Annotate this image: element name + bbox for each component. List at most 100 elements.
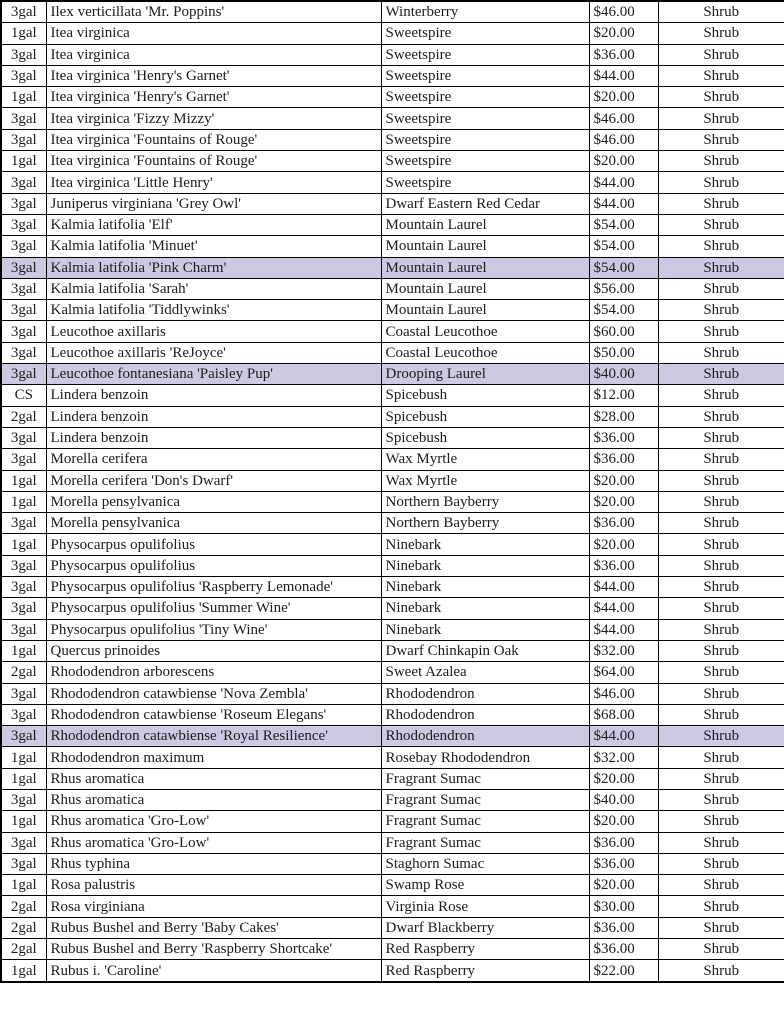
table-row: 3gal Kalmia latifolia 'Minuet' Mountain La… [0, 235, 784, 258]
cell-plant-type: Shrub [657, 107, 784, 130]
table-row: 3gal Itea virginica 'Fizzy Mizzy' Sweetspi… [0, 107, 784, 130]
cell-price: $32.00 [588, 746, 659, 769]
cell-container-size: 3gal [0, 788, 47, 812]
table-row: 3gal Physocarpus opulifolius Ninebark $36.0… [0, 554, 784, 578]
cell-botanical-name: Itea virginica 'Henry's Garnet' [45, 86, 382, 109]
cell-common-name: Mountain Laurel [380, 299, 590, 322]
cell-price: $40.00 [588, 788, 659, 812]
cell-common-name: Sweet Azalea [380, 661, 590, 684]
cell-price: $46.00 [588, 128, 659, 152]
cell-container-size: 3gal [0, 576, 47, 599]
cell-common-name: Fragrant Sumac [380, 788, 590, 812]
cell-common-name: Sweetspire [380, 150, 590, 173]
cell-price: $36.00 [588, 916, 659, 940]
cell-price: $44.00 [588, 171, 659, 194]
cell-common-name: Fragrant Sumac [380, 767, 590, 790]
cell-botanical-name: Itea virginica 'Fountains of Rouge' [45, 128, 382, 152]
cell-botanical-name: Rosa virginiana [45, 895, 382, 918]
table-row: 1gal Physocarpus opulifolius Ninebark $20.0… [0, 533, 784, 556]
cell-container-size: 1gal [0, 746, 47, 769]
cell-container-size: 1gal [0, 469, 47, 492]
cell-price: $46.00 [588, 682, 659, 705]
cell-price: $20.00 [588, 22, 659, 45]
table-row: 3gal Itea virginica 'Little Henry' Sweetsp… [0, 171, 784, 194]
cell-common-name: Winterberry [380, 0, 590, 24]
cell-price: $20.00 [588, 490, 659, 514]
table-row: 1gal Morella cerifera 'Don's Dwarf' Wax My… [0, 469, 784, 492]
cell-container-size: 3gal [0, 448, 47, 471]
cell-container-size: 3gal [0, 512, 47, 535]
cell-common-name: Mountain Laurel [380, 256, 590, 279]
cell-botanical-name: Kalmia latifolia 'Elf' [45, 213, 382, 237]
cell-plant-type: Shrub [657, 767, 784, 790]
table-row: CS Lindera benzoin Spicebush $12.00 Shrub [0, 384, 784, 407]
cell-common-name: Wax Myrtle [380, 448, 590, 471]
cell-common-name: Fragrant Sumac [380, 810, 590, 833]
cell-container-size: 3gal [0, 682, 47, 705]
cell-plant-type: Shrub [657, 299, 784, 322]
table-row: 1gal Rosa palustris Swamp Rose $20.00 Shrub [0, 874, 784, 897]
cell-common-name: Ninebark [380, 576, 590, 599]
cell-botanical-name: Itea virginica 'Fizzy Mizzy' [45, 107, 382, 130]
cell-plant-type: Shrub [657, 426, 784, 450]
cell-price: $20.00 [588, 810, 659, 833]
cell-plant-type: Shrub [657, 554, 784, 578]
cell-plant-type: Shrub [657, 746, 784, 769]
cell-container-size: 1gal [0, 490, 47, 514]
table-row: 3gal Rhododendron catawbiense 'Nova Zembl… [0, 682, 784, 705]
cell-common-name: Swamp Rose [380, 874, 590, 897]
cell-plant-type: Shrub [657, 0, 784, 24]
cell-plant-type: Shrub [657, 171, 784, 194]
cell-container-size: 3gal [0, 597, 47, 620]
cell-price: $46.00 [588, 107, 659, 130]
cell-container-size: CS [0, 384, 47, 407]
cell-common-name: Staghorn Sumac [380, 852, 590, 876]
cell-common-name: Coastal Leucothoe [380, 341, 590, 365]
cell-common-name: Dwarf Eastern Red Cedar [380, 192, 590, 215]
cell-price: $60.00 [588, 320, 659, 343]
cell-container-size: 1gal [0, 639, 47, 663]
cell-botanical-name: Rhus typhina [45, 852, 382, 876]
cell-price: $32.00 [588, 639, 659, 663]
cell-botanical-name: Lindera benzoin [45, 384, 382, 407]
cell-botanical-name: Physocarpus opulifolius 'Tiny Wine' [45, 618, 382, 641]
cell-plant-type: Shrub [657, 938, 784, 961]
cell-plant-type: Shrub [657, 618, 784, 641]
cell-common-name: Red Raspberry [380, 938, 590, 961]
cell-plant-type: Shrub [657, 469, 784, 492]
cell-common-name: Ninebark [380, 554, 590, 578]
cell-plant-type: Shrub [657, 128, 784, 152]
table-row: 2gal Rosa virginiana Virginia Rose $30.00 Sh… [0, 895, 784, 918]
plant-price-table: 3gal Ilex verticillata 'Mr. Poppins' Winte… [0, 0, 784, 983]
cell-price: $44.00 [588, 618, 659, 641]
cell-container-size: 3gal [0, 363, 47, 386]
table-row: 3gal Leucothoe axillaris Coastal Leucothoe… [0, 320, 784, 343]
table-row: 1gal Quercus prinoides Dwarf Chinkapin Oak… [0, 639, 784, 663]
cell-plant-type: Shrub [657, 661, 784, 684]
cell-botanical-name: Rubus Bushel and Berry 'Baby Cakes' [45, 916, 382, 940]
cell-botanical-name: Rhododendron catawbiense 'Royal Resilien… [45, 725, 382, 748]
cell-plant-type: Shrub [657, 703, 784, 727]
cell-botanical-name: Kalmia latifolia 'Pink Charm' [45, 256, 382, 279]
cell-botanical-name: Rhododendron catawbiense 'Nova Zembla' [45, 682, 382, 705]
cell-container-size: 3gal [0, 725, 47, 748]
cell-price: $20.00 [588, 767, 659, 790]
cell-common-name: Mountain Laurel [380, 235, 590, 258]
cell-plant-type: Shrub [657, 405, 784, 428]
cell-plant-type: Shrub [657, 22, 784, 45]
cell-common-name: Coastal Leucothoe [380, 320, 590, 343]
cell-botanical-name: Physocarpus opulifolius 'Summer Wine' [45, 597, 382, 620]
cell-botanical-name: Itea virginica 'Fountains of Rouge' [45, 150, 382, 173]
cell-common-name: Rhododendron [380, 682, 590, 705]
cell-common-name: Spicebush [380, 426, 590, 450]
cell-botanical-name: Morella pensylvanica [45, 512, 382, 535]
table-row: 3gal Leucothoe axillaris 'ReJoyce' Coastal… [0, 341, 784, 365]
table-row: 2gal Lindera benzoin Spicebush $28.00 Shrub [0, 405, 784, 428]
cell-price: $20.00 [588, 469, 659, 492]
table-row: 2gal Rubus Bushel and Berry 'Raspberry Sh… [0, 938, 784, 961]
table-row: 1gal Rhus aromatica Fragrant Sumac $20.00 Sh… [0, 767, 784, 790]
cell-container-size: 3gal [0, 703, 47, 727]
cell-common-name: Ninebark [380, 597, 590, 620]
table-row: 3gal Rhododendron catawbiense 'Royal Resi… [0, 725, 784, 748]
cell-common-name: Dwarf Blackberry [380, 916, 590, 940]
